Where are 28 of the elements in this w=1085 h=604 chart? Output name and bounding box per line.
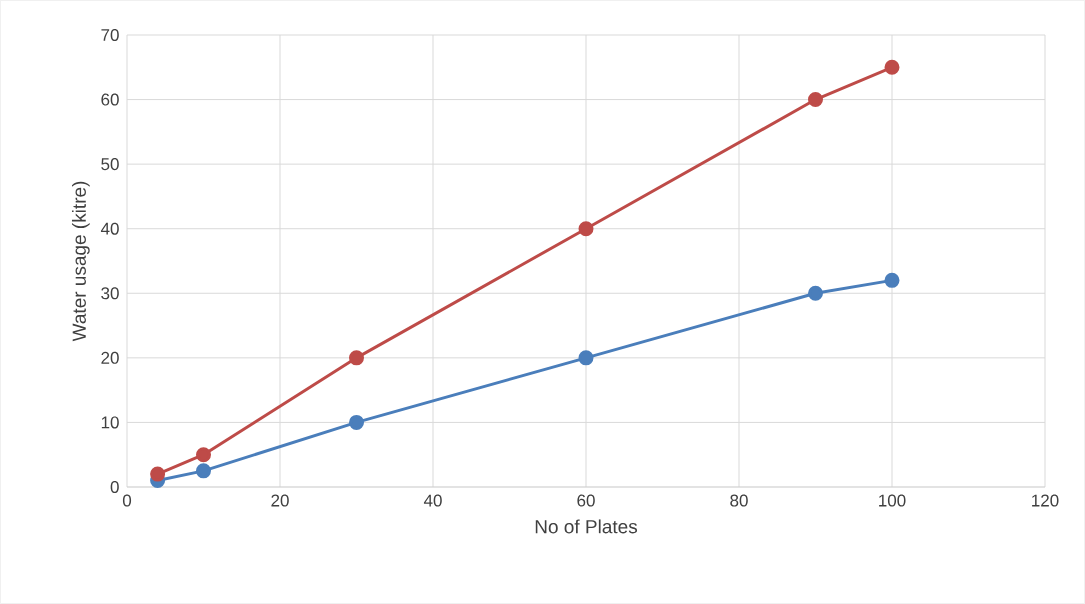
y-tick-label: 0 [110,480,119,494]
y-axis-title: Water usage (kitre) [71,181,90,342]
point [808,92,823,108]
point [578,221,594,237]
point [884,59,900,75]
y-tick-label: 70 [101,28,119,42]
point [196,447,212,463]
x-tick-label: 80 [730,494,748,507]
x-tick-label: 0 [122,494,132,507]
point [349,414,364,430]
point [884,272,900,288]
x-tick-label: 100 [879,494,906,507]
y-tick-label: 40 [100,222,119,235]
y-tick-label: 20 [101,351,119,364]
x-tick-label: 60 [577,494,595,507]
point [578,350,594,366]
point [808,285,823,301]
y-tick-label: 10 [101,416,119,429]
y-tick-label: 30 [101,287,119,300]
x-tick-label: 20 [271,494,289,507]
point [349,350,364,366]
x-tick-label: 120 [1032,494,1059,507]
point [150,466,166,482]
point [196,463,212,479]
x-tick-label: 40 [423,494,442,507]
y-tick-label: 50 [101,158,119,171]
y-tick-label: 60 [101,93,119,106]
x-axis-title: No of Plates [535,519,638,534]
